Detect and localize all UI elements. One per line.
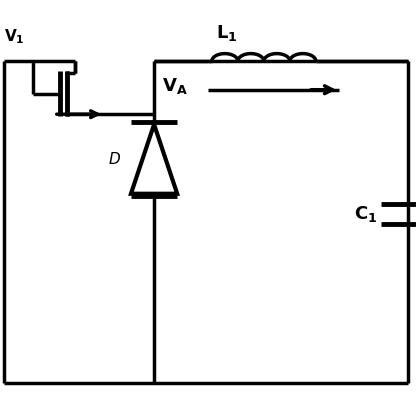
Text: $D$: $D$ [108, 151, 121, 167]
Text: $\mathbf{V_A}$: $\mathbf{V_A}$ [162, 76, 188, 96]
Text: $\mathbf{L_1}$: $\mathbf{L_1}$ [216, 22, 237, 42]
Text: $\mathbf{V_1}$: $\mathbf{V_1}$ [4, 27, 25, 46]
Text: $\mathbf{C_1}$: $\mathbf{C_1}$ [354, 204, 378, 224]
